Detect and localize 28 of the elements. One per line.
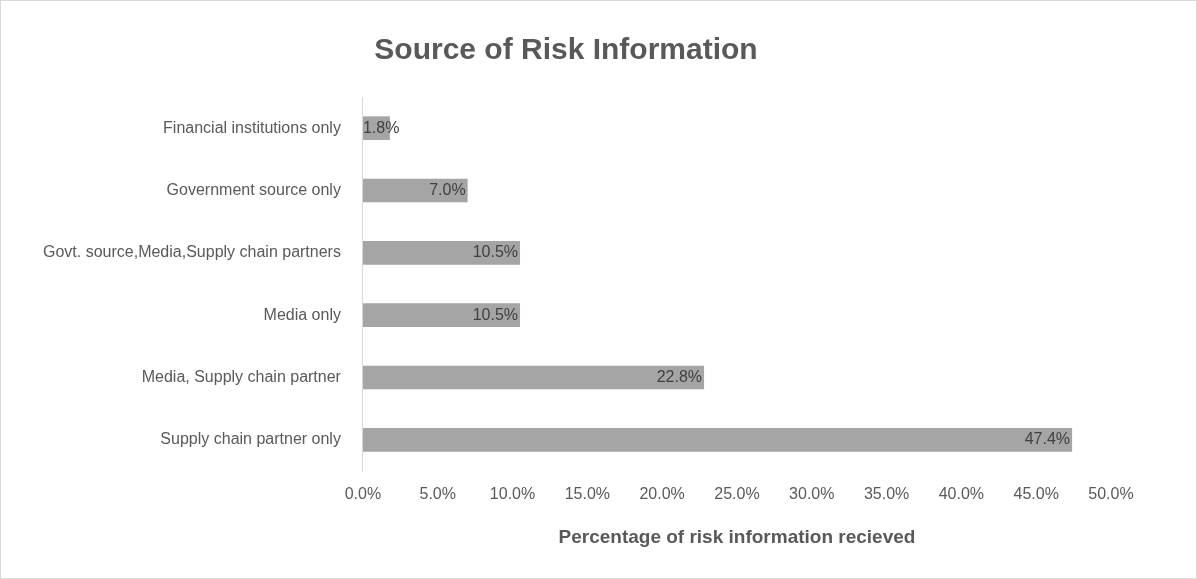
bar (362, 427, 1073, 452)
x-tick-label: 50.0% (1088, 485, 1134, 503)
y-tick-label: Media only (263, 305, 341, 323)
y-tick-label: Media, Supply chain partner (141, 367, 342, 385)
chart-title: Source of Risk Information (374, 32, 758, 66)
data-label: 47.4% (1024, 430, 1071, 448)
y-tick-label: Financial institutions only (163, 118, 341, 136)
x-tick-label: 30.0% (789, 485, 835, 503)
bar (362, 240, 521, 265)
data-label: 10.5% (472, 305, 519, 323)
x-tick-label: 40.0% (938, 485, 985, 503)
x-tick-label: 45.0% (1013, 485, 1059, 503)
x-axis-title: Percentage of risk information recieved (558, 525, 916, 547)
y-tick-label: Supply chain partner only (160, 430, 341, 448)
data-label: 22.8% (656, 367, 703, 385)
bar (362, 303, 521, 328)
x-tick-label: 10.0% (489, 485, 536, 503)
x-tick-label: 15.0% (564, 485, 611, 503)
data-label: 7.0% (429, 180, 466, 198)
x-tick-label: 35.0% (863, 485, 910, 503)
y-tick-label: Government source only (166, 180, 341, 198)
x-tick-label: 20.0% (639, 485, 685, 503)
x-tick-label: 0.0% (344, 485, 382, 503)
y-tick-label: Govt. source,Media,Supply chain partners (42, 243, 341, 261)
x-tick-label: 5.0% (419, 485, 456, 503)
x-tick-label: 25.0% (714, 485, 760, 503)
data-label: 10.5% (472, 243, 519, 261)
bar (362, 365, 705, 390)
